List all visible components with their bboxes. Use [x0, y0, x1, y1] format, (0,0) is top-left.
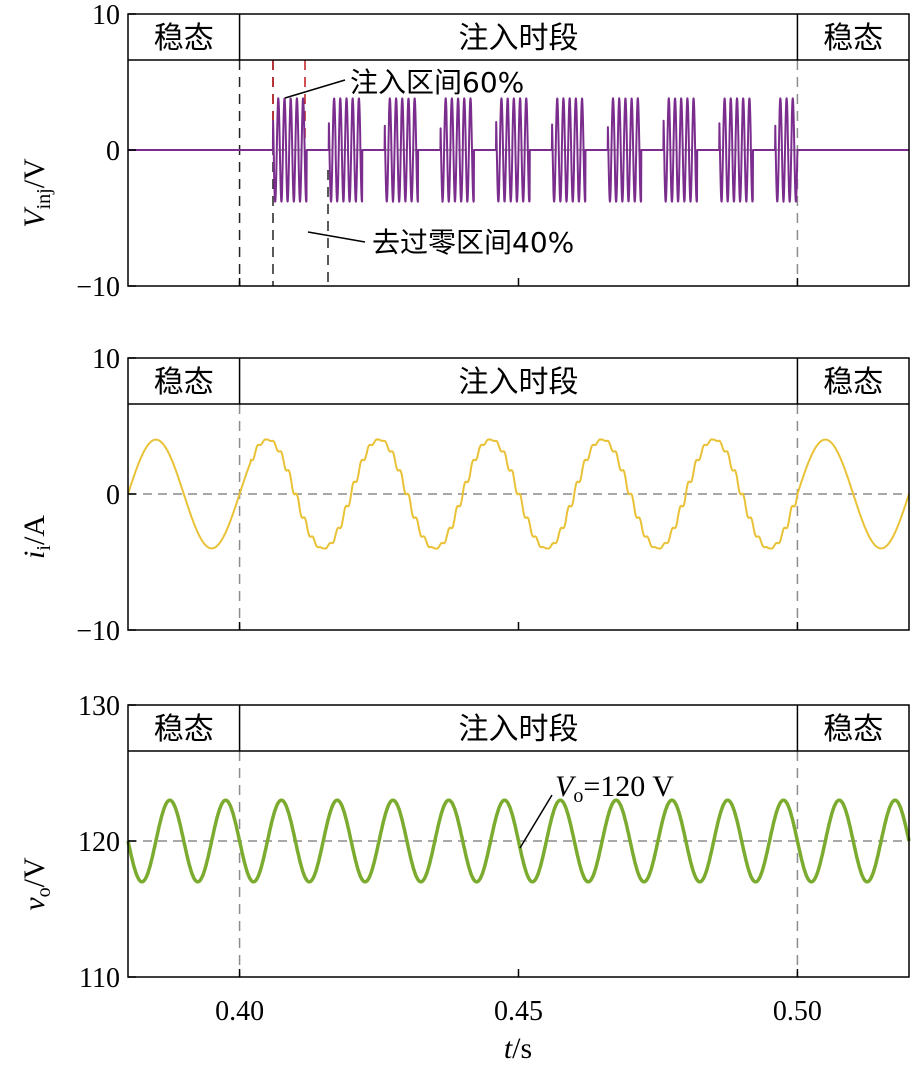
annotation-symbol: V [555, 770, 577, 803]
band-label-middle: 注入时段 [459, 365, 579, 400]
series-line [127, 438, 910, 550]
y-label-subscript: i [33, 545, 55, 551]
annotation-subscript: o [573, 785, 583, 807]
y-tick-label: 10 [92, 0, 120, 31]
x-tick-label: 0.45 [494, 996, 543, 1027]
band-label-left: 稳态 [154, 21, 214, 56]
annotation-leader [519, 794, 553, 849]
y-tick-label: 130 [78, 691, 120, 722]
band-label-right: 稳态 [823, 712, 883, 747]
y-axis-label: Vinj/V [18, 158, 55, 228]
band-label-left: 稳态 [154, 365, 214, 400]
annotation-value: =120 V [583, 770, 674, 803]
panel-2: ii/A [18, 357, 910, 631]
panel-1: Vinj/V [18, 13, 910, 287]
annotation-zero-cross-interval: 去过零区间40% [372, 226, 574, 259]
annotation-injection-interval: 注入区间60% [350, 66, 524, 99]
y-axis-label: ii/A [18, 515, 55, 559]
annotation-leader [284, 79, 346, 99]
y-tick-label: 120 [78, 827, 120, 858]
y-label-symbol: i [18, 551, 51, 559]
y-label-symbol: v [18, 897, 51, 911]
y-tick-label: −10 [76, 616, 120, 647]
y-axis-label: vo/V [18, 857, 55, 911]
x-label-unit: /s [512, 1032, 532, 1065]
x-label-symbol: t [504, 1032, 513, 1065]
y-label-subscript: o [33, 887, 55, 897]
panel-3: vo/VVo=120 Vt/s [18, 704, 911, 1065]
y-tick-label: −10 [76, 272, 120, 303]
x-tick-label: 0.40 [215, 996, 264, 1027]
y-tick-label: 0 [106, 136, 120, 167]
band-label-middle: 注入时段 [459, 712, 579, 747]
y-label-unit: /A [18, 515, 51, 545]
band-label-middle: 注入时段 [459, 21, 579, 56]
band-label-right: 稳态 [823, 21, 883, 56]
y-tick-label: 110 [79, 963, 120, 994]
series-line [127, 97, 910, 203]
y-label-unit: /V [18, 857, 51, 887]
y-tick-label: 0 [106, 480, 120, 511]
y-label-unit: /V [18, 158, 51, 188]
x-axis-label: t/s [504, 1032, 532, 1065]
series-line [126, 798, 911, 884]
y-label-subscript: inj [33, 188, 55, 209]
annotation-vo: Vo=120 V [555, 770, 674, 807]
y-label-symbol: V [18, 206, 51, 228]
band-label-right: 稳态 [823, 365, 883, 400]
annotation-leader [307, 231, 366, 243]
band-label-left: 稳态 [154, 712, 214, 747]
y-tick-label: 10 [92, 344, 120, 375]
x-tick-label: 0.50 [773, 996, 822, 1027]
